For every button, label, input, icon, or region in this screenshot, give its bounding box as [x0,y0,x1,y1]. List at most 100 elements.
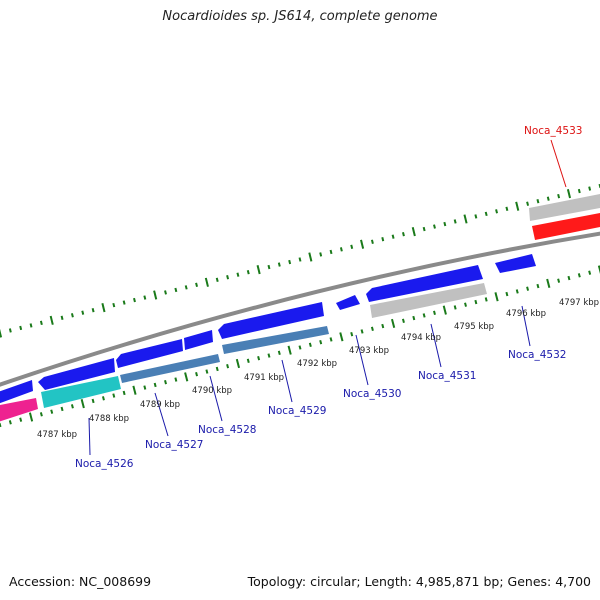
minor-tick [101,396,105,401]
gene-label[interactable]: Noca_4526 [75,458,134,470]
minor-tick [505,206,509,211]
minor-tick [443,221,447,227]
minor-tick [39,412,43,417]
gene-leader-line [209,375,223,422]
gene-feature[interactable] [218,302,324,339]
major-tick [411,227,416,237]
major-tick [132,385,137,395]
minor-tick [422,313,426,318]
minor-tick [536,283,540,289]
minor-tick [215,277,219,282]
gene-labels: Noca_4526 Noca_4527 Noca_4528 Noca_4529 Noca… [75,125,582,470]
gene-feature[interactable] [116,339,183,368]
minor-tick [174,287,178,293]
minor-tick [122,300,126,305]
gene-label[interactable]: Noca_4531 [418,370,476,382]
minor-tick [112,393,116,398]
minor-tick [526,286,530,291]
minor-tick [195,282,198,288]
minor-tick [19,417,23,422]
gene-feature[interactable] [529,194,600,221]
gene-label[interactable]: Noca_4529 [268,405,326,417]
minor-tick [577,188,581,194]
gene-feature[interactable] [120,354,220,383]
gene-leader-line [521,305,531,347]
gene-feature[interactable] [495,254,536,273]
minor-tick [298,345,302,350]
gene-feature[interactable] [366,265,483,302]
minor-tick [29,323,33,328]
minor-tick [567,275,571,281]
minor-tick [453,305,457,310]
gene-label[interactable]: Noca_4532 [508,349,566,361]
minor-tick [195,372,199,377]
gene-feature[interactable] [336,295,360,310]
minor-tick [70,313,74,318]
minor-tick [484,211,488,217]
major-tick [256,265,261,275]
gene-feature[interactable] [0,398,38,423]
gene-feature[interactable] [0,380,33,405]
scale-label: 4793 kbp [349,346,389,356]
major-tick [235,358,241,369]
minor-tick [91,308,95,313]
gene-feature[interactable] [370,283,487,318]
scale-label: 4791 kbp [244,373,284,383]
minor-tick [412,315,416,321]
minor-tick [350,331,354,337]
gene-label[interactable]: Noca_4533 [524,125,582,137]
minor-tick [133,297,136,303]
minor-tick [350,244,354,250]
scale-label: 4792 kbp [297,359,337,369]
minor-tick [515,289,519,294]
gene-label[interactable]: Noca_4528 [198,424,256,436]
scale-label: 4796 kbp [506,309,546,319]
gene-feature[interactable] [41,376,121,408]
reverse-strand-genes [0,213,600,423]
gene-feature[interactable] [222,326,329,354]
minor-tick [505,291,509,297]
genome-backbone [0,231,600,387]
minor-tick [267,353,271,358]
major-tick [515,201,520,211]
minor-tick [308,342,312,348]
minor-tick [91,398,95,404]
minor-tick [50,409,54,414]
minor-tick [81,310,85,315]
minor-tick [319,252,323,257]
gene-leader-line [88,417,91,456]
minor-tick [474,214,478,219]
minor-tick [391,234,395,239]
minor-tick [112,302,116,308]
gene-label[interactable]: Noca_4527 [145,439,203,451]
minor-tick [143,295,147,300]
forward-strand-genes [0,194,600,405]
minor-tick [267,264,271,270]
minor-tick [164,290,167,295]
minor-tick [70,404,74,409]
minor-tick [143,385,147,390]
accession-label: Accession: NC_008699 [9,574,152,589]
minor-tick [60,406,64,412]
gene-feature[interactable] [38,358,115,390]
gene-feature[interactable] [532,213,600,240]
gene-leader-line [550,139,567,188]
minor-tick [557,278,561,283]
major-tick [494,292,499,302]
major-tick [204,277,209,287]
minor-tick [298,257,302,262]
minor-tick [360,329,364,334]
minor-tick [577,273,581,278]
minor-tick [464,302,467,307]
gene-label[interactable]: Noca_4530 [343,388,401,400]
minor-tick [226,275,230,280]
major-tick [442,305,447,315]
minor-tick [588,270,592,275]
gene-leader-line [355,334,369,386]
scale-label: 4797 kbp [559,298,599,308]
minor-tick [288,259,292,265]
minor-tick [402,231,405,237]
gene-feature[interactable] [184,330,213,350]
minor-tick [546,196,550,201]
major-tick [391,318,396,329]
